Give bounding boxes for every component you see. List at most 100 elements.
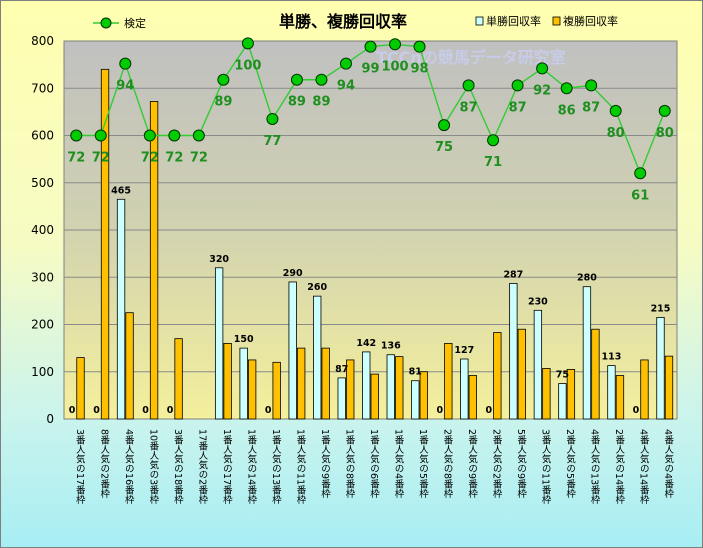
x-category-label: 2番人気の5番枠: [564, 429, 576, 499]
bar-fukusho: [542, 368, 551, 420]
line-data-label: 72: [92, 151, 110, 166]
bar-fukusho: [174, 338, 183, 420]
bar-data-label: 142: [356, 338, 376, 349]
bar-fukusho: [321, 347, 330, 420]
y-tick-label: 300: [31, 270, 54, 284]
bar-data-label: 127: [454, 345, 474, 356]
line-data-label: 80: [656, 126, 674, 141]
y-tick-label: 200: [31, 318, 54, 332]
x-category-label: 8番人気の2番枠: [98, 429, 110, 499]
bar-tansho: [460, 358, 469, 420]
line-point: [290, 73, 303, 86]
bar-fukusho: [444, 342, 453, 420]
line-data-label: 75: [435, 140, 453, 155]
bar-data-label: 0: [142, 405, 149, 416]
line-point: [658, 104, 671, 117]
line-point: [560, 82, 573, 95]
legend-marker-kentei: [100, 17, 112, 29]
bar-data-label: 320: [209, 254, 229, 265]
bar-tansho: [607, 365, 616, 420]
bar-tansho: [214, 267, 224, 420]
line-data-label: 72: [67, 151, 85, 166]
bar-tansho: [558, 383, 567, 420]
bar-tansho: [386, 354, 395, 420]
bar-fukusho: [640, 359, 649, 420]
bar-fukusho: [517, 328, 527, 420]
x-category-label: 4番人気の16番枠: [123, 429, 135, 505]
bar-data-label: 260: [307, 282, 327, 293]
bar-data-label: 465: [111, 185, 131, 196]
legend-label-fukusho: 複勝回収率: [563, 14, 618, 28]
bar-data-label: 215: [651, 303, 671, 314]
bar-tansho: [239, 347, 248, 420]
bar-fukusho: [76, 357, 85, 420]
y-tick-label: 400: [31, 223, 54, 237]
line-data-label: 89: [214, 95, 232, 110]
line-data-label: 92: [533, 83, 551, 98]
bar-fukusho: [272, 361, 281, 420]
x-category-label: 10番人気の3番枠: [147, 429, 159, 505]
bar-fukusho: [493, 332, 502, 420]
line-point: [266, 112, 279, 125]
x-category-label: 2番人気の8番枠: [442, 429, 454, 499]
line-point: [315, 73, 328, 86]
line-data-label: 72: [190, 151, 208, 166]
line-data-label: 87: [460, 100, 478, 115]
line-data-label: 99: [361, 62, 379, 77]
bar-tansho: [116, 198, 126, 420]
x-category-label: 2番人気の14番枠: [613, 429, 625, 505]
line-point: [143, 129, 156, 142]
bar-fukusho: [591, 328, 600, 420]
line-point: [94, 129, 107, 142]
bar-tansho: [509, 282, 518, 420]
line-data-label: 100: [381, 59, 408, 74]
line-data-label: 61: [631, 188, 649, 203]
bar-fukusho: [297, 347, 306, 420]
bar-data-label: 0: [633, 405, 640, 416]
line-point: [634, 167, 647, 180]
bar-tansho: [582, 286, 592, 420]
bar-tansho: [337, 377, 346, 420]
x-category-label: 2番人気の9番枠: [466, 429, 478, 499]
line-data-label: 72: [141, 151, 159, 166]
line-data-label: 87: [509, 100, 527, 115]
line-data-label: 80: [607, 126, 625, 141]
legend-swatch-fukusho: [552, 16, 561, 26]
x-category-label: 1番人気の13番枠: [270, 429, 282, 505]
bar-fukusho: [100, 68, 110, 420]
bar-tansho: [411, 380, 420, 420]
x-category-label: 3番人気の17番枠: [74, 429, 86, 505]
bar-fukusho: [468, 375, 477, 420]
bar-tansho: [656, 317, 665, 420]
line-point: [339, 57, 352, 70]
x-category-label: 1番人気の9番枠: [319, 429, 331, 499]
bar-data-label: 113: [602, 352, 622, 363]
x-category-label: 1番人気の14番枠: [245, 429, 257, 505]
bar-data-label: 0: [69, 405, 76, 416]
line-point: [413, 40, 426, 53]
bar-fukusho: [346, 359, 355, 420]
bar-data-label: 150: [234, 334, 254, 345]
y-tick-label: 700: [31, 81, 54, 95]
x-category-label: 3番人気の11番枠: [540, 429, 552, 505]
bar-fukusho: [664, 355, 674, 420]
line-point: [487, 134, 500, 147]
legend-label-kentei: 検定: [124, 16, 146, 30]
x-category-label: 1番人気の8番枠: [343, 429, 355, 499]
line-data-label: 72: [165, 151, 183, 166]
bar-data-label: 136: [381, 341, 401, 352]
x-category-label: 5番人気の9番枠: [515, 429, 527, 499]
line-point: [241, 37, 254, 50]
bar-fukusho: [395, 356, 404, 420]
bar-fukusho: [615, 375, 625, 420]
line-point: [438, 119, 451, 132]
line-data-label: 94: [116, 79, 134, 94]
line-data-label: 94: [337, 79, 355, 94]
y-tick-label: 600: [31, 129, 54, 143]
line-point: [168, 129, 181, 142]
bar-data-label: 290: [283, 268, 303, 279]
bar-fukusho: [125, 312, 134, 420]
bar-fukusho: [247, 359, 257, 420]
